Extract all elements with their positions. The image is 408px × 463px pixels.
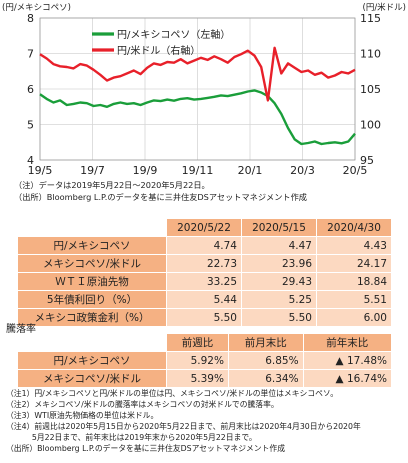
x-tick-label: 19/11 <box>182 164 214 177</box>
left-tick-label: 7 <box>27 48 34 61</box>
mxn-jpy-series-line <box>39 89 356 146</box>
row-label: メキシコペソ/米ドル <box>17 254 167 273</box>
table-row: メキシコペソ/米ドル 22.73 23.96 24.17 <box>17 254 392 273</box>
footnote-2: （注2）メキシコペソ/米ドルの騰落率はメキシコペソの対米ドルでの騰落率。 <box>6 400 279 409</box>
cell-value: 5.44 <box>166 290 242 309</box>
cell-value: 29.43 <box>241 272 317 291</box>
change-rate-title: 騰落率 <box>6 324 36 335</box>
left-tick-label: 4 <box>27 154 34 167</box>
cell-value: 23.96 <box>241 254 317 273</box>
x-tick-label: 19/7 <box>80 164 105 177</box>
cell-value: 5.92% <box>166 351 229 370</box>
row-label: 5年債利回り（%） <box>17 290 167 309</box>
left-tick-label: 8 <box>27 12 34 25</box>
table2-header-1: 前週比 <box>166 333 229 352</box>
cell-value: 6.00 <box>316 308 392 327</box>
table2-header-3: 前年末比 <box>302 333 393 352</box>
right-tick-label: 115 <box>360 12 381 25</box>
table-row: 円/メキシコペソ 5.92% 6.85% ▲ 17.48% <box>17 351 393 370</box>
legend-label: 円/米ドル（右軸） <box>117 44 200 57</box>
left-tick-label: 5 <box>27 119 34 132</box>
row-label: 円/メキシコペソ <box>17 236 167 255</box>
table1-header-2: 2020/5/15 <box>241 218 317 237</box>
row-label: メキシコペソ/米ドル <box>17 369 167 388</box>
change-rate-table: 前週比 前月末比 前年末比 円/メキシコペソ 5.92% 6.85% ▲ 17.… <box>17 333 393 388</box>
cell-value: 6.34% <box>227 369 304 388</box>
footnote-source: （出所）Bloomberg L.P.のデータを基に三井住友DSアセットマネジメン… <box>6 444 285 453</box>
cell-value: ▲ 17.48% <box>302 351 393 370</box>
market-data-table: 2020/5/22 2020/5/15 2020/4/30 円/メキシコペソ 4… <box>17 218 392 327</box>
footnote-1: （注1）円/メキシコペソと円/米ドルの単位は円、メキシコペソ/米ドルの単位はメキ… <box>6 389 339 398</box>
chart-source: （出所）Bloomberg L.P.のデータを基に三井住友DSアセットマネジメン… <box>14 192 307 202</box>
cell-value: 5.50 <box>241 308 317 327</box>
cell-value: 33.25 <box>166 272 242 291</box>
cell-value: 5.51 <box>316 290 392 309</box>
cell-value: 4.43 <box>316 236 392 255</box>
x-tick-label: 20/1 <box>238 164 263 177</box>
left-tick-label: 6 <box>27 83 34 96</box>
table-row: 円/メキシコペソ 4.74 4.47 4.43 <box>17 236 392 255</box>
footnote-3: （注3）WTI原油先物価格の単位は米ドル。 <box>6 411 159 420</box>
table-row: メキシコペソ/米ドル 5.39% 6.34% ▲ 16.74% <box>17 369 393 388</box>
fx-line-chart: 8 7 6 5 4 115 110 105 100 95 19/5 19/7 19/9 19/11 20/1… <box>2 2 407 177</box>
table-row: メキシコ政策金利（%） 5.50 5.50 6.00 <box>17 308 392 327</box>
cell-value: 22.73 <box>166 254 242 273</box>
table2-header-2: 前月末比 <box>227 333 304 352</box>
footnote-4: （注4）前週比は2020年5月15日から2020年5月22日まで、前月末比は20… <box>6 422 361 431</box>
x-tick-label: 20/5 <box>343 164 368 177</box>
legend-label: 円/メキシコペソ（左軸） <box>117 28 230 41</box>
x-tick-label: 19/5 <box>28 164 53 177</box>
cell-value: 24.17 <box>316 254 392 273</box>
cell-value: 6.85% <box>227 351 304 370</box>
cell-value: 5.25 <box>241 290 317 309</box>
right-tick-label: 105 <box>360 83 381 96</box>
cell-value: 18.84 <box>316 272 392 291</box>
cell-value: 4.47 <box>241 236 317 255</box>
row-label: ＷＴＩ原油先物 <box>17 272 167 291</box>
right-tick-label: 95 <box>360 154 374 167</box>
table1-header-3: 2020/4/30 <box>316 218 392 237</box>
row-label: 円/メキシコペソ <box>17 351 167 370</box>
cell-value: ▲ 16.74% <box>302 369 393 388</box>
right-tick-label: 110 <box>360 48 381 61</box>
right-tick-label: 100 <box>360 119 381 132</box>
x-tick-label: 20/3 <box>290 164 315 177</box>
usd-jpy-series-line <box>39 46 356 102</box>
cell-value: 5.39% <box>166 369 229 388</box>
plot-frame <box>39 17 356 161</box>
chart-note: （注）データは2019年5月22日～2020年5月22日。 <box>14 180 210 190</box>
cell-value: 4.74 <box>166 236 242 255</box>
table-row: 5年債利回り（%） 5.44 5.25 5.51 <box>17 290 392 309</box>
footnote-4-cont: 5月22日まで、前年末比は2019年末から2020年5月22日まで。 <box>6 433 257 442</box>
cell-value: 5.50 <box>166 308 242 327</box>
table-row: ＷＴＩ原油先物 33.25 29.43 18.84 <box>17 272 392 291</box>
right-axis-label: (円/米ドル) <box>363 2 407 13</box>
row-label: メキシコ政策金利（%） <box>17 308 167 327</box>
x-tick-label: 19/9 <box>133 164 158 177</box>
left-axis-label: (円/メキシコペソ) <box>2 3 71 13</box>
table1-header-1: 2020/5/22 <box>166 218 242 237</box>
